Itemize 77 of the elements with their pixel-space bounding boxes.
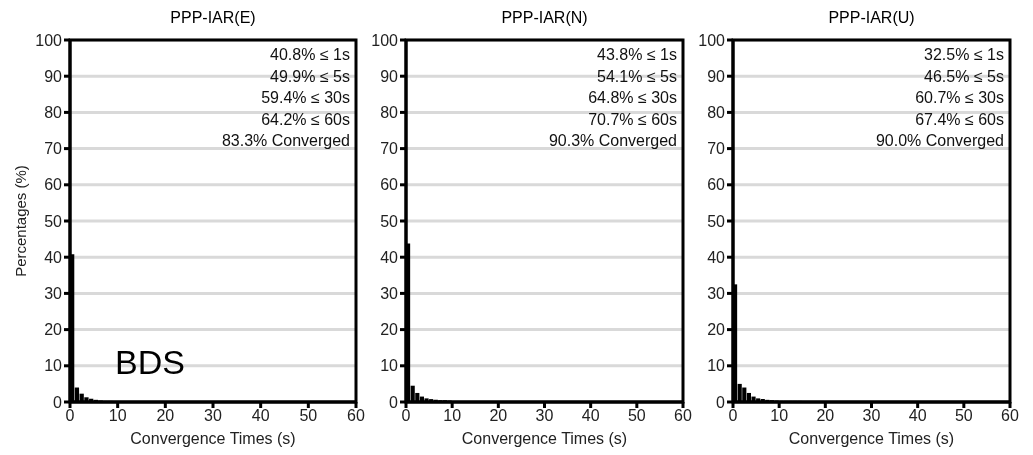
x-axis-title: Convergence Times (s) (461, 430, 628, 447)
annotation: 83.3% Converged (221, 131, 350, 151)
x-tick-label: 10 (770, 407, 789, 425)
annotation: 43.8% ≤ 1s (596, 45, 677, 65)
y-tick-label: 70 (707, 140, 726, 158)
y-tick-label: 90 (380, 67, 399, 85)
y-tick-label: 0 (389, 393, 399, 411)
x-tick-label: 40 (908, 407, 927, 425)
y-tick-label: 60 (707, 176, 726, 194)
annotation: 90.0% Converged (875, 131, 1004, 151)
y-tick-label: 30 (380, 285, 399, 303)
y-tick-label: 70 (380, 140, 399, 158)
y-tick-label: 10 (380, 357, 399, 375)
x-tick-label: 30 (204, 407, 222, 425)
annotation: 59.4% ≤ 30s (260, 88, 350, 108)
x-tick-label: 20 (816, 407, 835, 425)
x-tick-label: 20 (489, 407, 508, 425)
y-tick-label: 80 (707, 104, 726, 122)
annotation: 67.4% ≤ 60s (914, 109, 1004, 130)
y-tick-label: 80 (44, 104, 63, 122)
y-tick-label: 40 (707, 248, 726, 266)
x-tick-label: 60 (347, 407, 365, 425)
annotation: 64.2% ≤ 60s (260, 109, 350, 130)
y-tick-label: 30 (44, 285, 63, 303)
chart-title: PPP-IAR(U) (827, 8, 916, 28)
x-tick-label: 60 (1001, 407, 1019, 425)
x-tick-label: 0 (728, 407, 738, 425)
y-tick-label: 10 (707, 357, 726, 375)
x-tick-label: 30 (862, 407, 881, 425)
annotation: 46.5% ≤ 5s (923, 66, 1004, 87)
x-axis-title: Convergence Times (s) (130, 430, 296, 447)
x-tick-label: 20 (156, 407, 175, 425)
chart-title: PPP-IAR(E) (169, 8, 257, 28)
y-tick-label: 90 (707, 67, 726, 85)
y-tick-label: 50 (380, 212, 399, 230)
y-tick-label: 100 (35, 31, 63, 49)
x-tick-label: 30 (535, 407, 554, 425)
annotation: 49.9% ≤ 5s (269, 66, 350, 87)
y-tick-label: 10 (44, 357, 63, 375)
x-tick-label: 40 (251, 407, 270, 425)
x-tick-label: 50 (627, 407, 646, 425)
y-tick-label: 20 (380, 321, 399, 339)
annotation: 64.8% ≤ 30s (587, 88, 677, 108)
y-tick-label: 20 (44, 321, 63, 339)
y-tick-label: 90 (44, 67, 63, 85)
x-tick-label: 50 (954, 407, 973, 425)
y-axis-title: Percentages (%) (11, 165, 29, 277)
chart-title: PPP-IAR(N) (500, 8, 589, 28)
y-tick-label: 100 (698, 31, 726, 49)
y-tick-label: 0 (716, 393, 726, 411)
x-tick-label: 10 (443, 407, 462, 425)
annotation: BDS (115, 343, 185, 382)
x-tick-label: 40 (581, 407, 600, 425)
annotation: 54.1% ≤ 5s (596, 66, 677, 87)
y-tick-label: 80 (380, 104, 399, 122)
x-tick-label: 10 (108, 407, 127, 425)
x-axis-title: Convergence Times (s) (788, 430, 955, 447)
x-tick-label: 0 (401, 407, 411, 425)
y-tick-label: 100 (371, 31, 399, 49)
annotation: 70.7% ≤ 60s (587, 109, 677, 130)
y-tick-label: 20 (707, 321, 726, 339)
y-tick-label: 60 (44, 176, 63, 194)
annotation: 60.7% ≤ 30s (914, 88, 1004, 108)
x-tick-label: 60 (674, 407, 692, 425)
x-tick-label: 50 (299, 407, 318, 425)
x-tick-label: 0 (65, 407, 75, 425)
y-tick-label: 70 (44, 140, 63, 158)
y-tick-label: 30 (707, 285, 726, 303)
y-tick-label: 50 (707, 212, 726, 230)
annotation: 32.5% ≤ 1s (923, 45, 1004, 65)
y-tick-label: 60 (380, 176, 399, 194)
y-tick-label: 0 (53, 393, 63, 411)
annotation: 40.8% ≤ 1s (269, 45, 350, 65)
annotation: 90.3% Converged (548, 131, 677, 151)
y-tick-label: 50 (44, 212, 63, 230)
y-tick-label: 40 (44, 248, 63, 266)
y-tick-label: 40 (380, 248, 399, 266)
